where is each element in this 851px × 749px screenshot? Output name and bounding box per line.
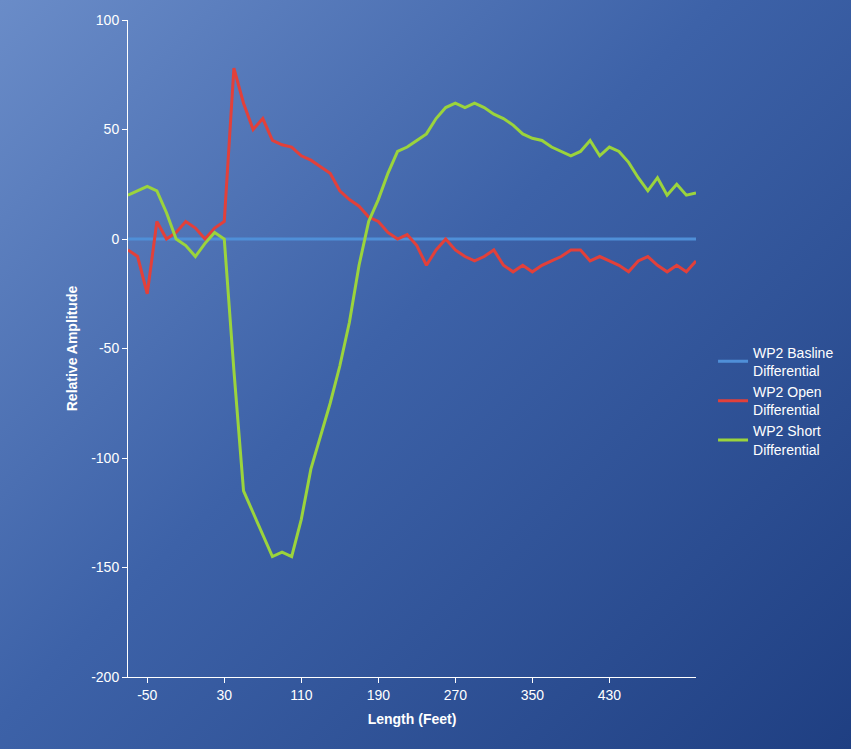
svg-text:-50: -50 bbox=[137, 687, 157, 703]
svg-text:Relative Amplitude: Relative Amplitude bbox=[64, 286, 80, 412]
svg-text:-200: -200 bbox=[91, 669, 119, 685]
svg-text:Length (Feet): Length (Feet) bbox=[368, 711, 457, 727]
svg-text:0: 0 bbox=[111, 231, 119, 247]
svg-text:30: 30 bbox=[216, 687, 232, 703]
svg-text:-150: -150 bbox=[91, 559, 119, 575]
svg-text:100: 100 bbox=[96, 12, 120, 28]
svg-text:270: 270 bbox=[444, 687, 468, 703]
svg-text:190: 190 bbox=[367, 687, 391, 703]
svg-text:-50: -50 bbox=[99, 340, 119, 356]
svg-text:110: 110 bbox=[290, 687, 313, 703]
svg-text:430: 430 bbox=[598, 687, 622, 703]
svg-text:-100: -100 bbox=[91, 450, 119, 466]
svg-text:350: 350 bbox=[521, 687, 545, 703]
svg-text:50: 50 bbox=[104, 121, 120, 137]
svg-text:WP2 ShortDifferential: WP2 ShortDifferential bbox=[753, 423, 821, 457]
svg-text:WP2 OpenDifferential: WP2 OpenDifferential bbox=[753, 384, 821, 418]
svg-text:WP2 BaslineDifferential: WP2 BaslineDifferential bbox=[753, 345, 833, 379]
